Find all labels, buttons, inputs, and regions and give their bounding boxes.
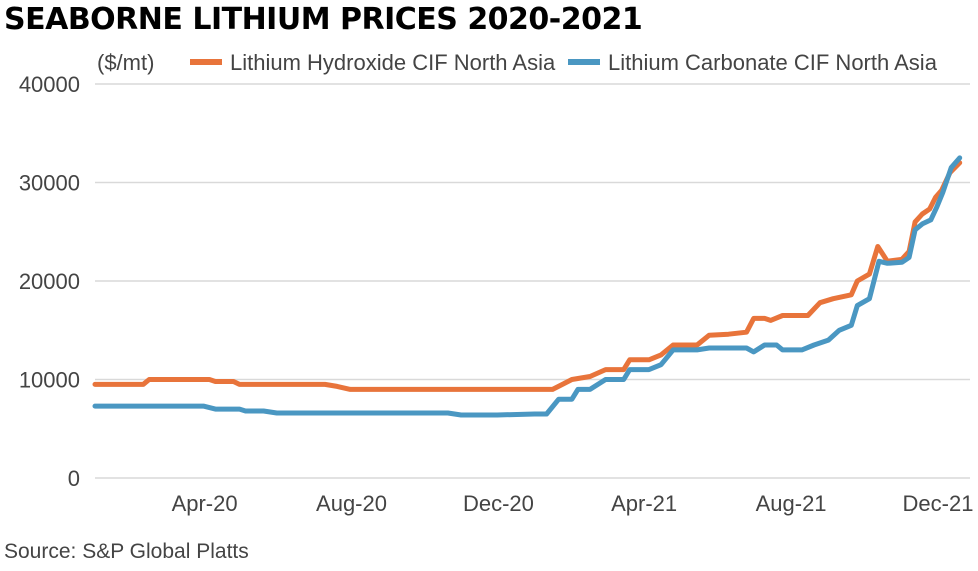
- chart-title: SEABORNE LITHIUM PRICES 2020-2021: [4, 2, 643, 37]
- x-tick-label: Aug-20: [316, 491, 387, 516]
- legend-label: Lithium Carbonate CIF North Asia: [608, 50, 938, 75]
- y-tick-label: 40000: [19, 72, 80, 97]
- x-tick-label: Apr-20: [172, 491, 238, 516]
- x-tick-label: Aug-21: [756, 491, 827, 516]
- y-tick-label: 20000: [19, 269, 80, 294]
- x-tick-label: Dec-21: [903, 491, 974, 516]
- series-line-lithium-hydroxide: [92, 160, 963, 392]
- source-note: Source: S&P Global Platts: [4, 540, 249, 563]
- x-tick-label: Dec-20: [463, 491, 534, 516]
- y-tick-label: 30000: [19, 171, 80, 196]
- y-tick-label: 10000: [19, 368, 80, 393]
- y-tick-label: 0: [68, 466, 80, 491]
- series-line-lithium-carbonate: [92, 155, 963, 418]
- legend-label: Lithium Hydroxide CIF North Asia: [230, 50, 556, 75]
- x-axis-ticks: Apr-20 Aug-20 Dec-20 Apr-21 Aug-21 Dec-21: [172, 491, 974, 516]
- x-tick-label: Apr-21: [611, 491, 677, 516]
- unit-label: ($/mt): [97, 50, 154, 75]
- gridlines: [95, 83, 970, 479]
- legend: ($/mt) Lithium Hydroxide CIF North Asia Li…: [97, 50, 938, 75]
- series-lines: [92, 155, 963, 418]
- y-axis-ticks: 0 10000 20000 30000 40000: [19, 72, 80, 491]
